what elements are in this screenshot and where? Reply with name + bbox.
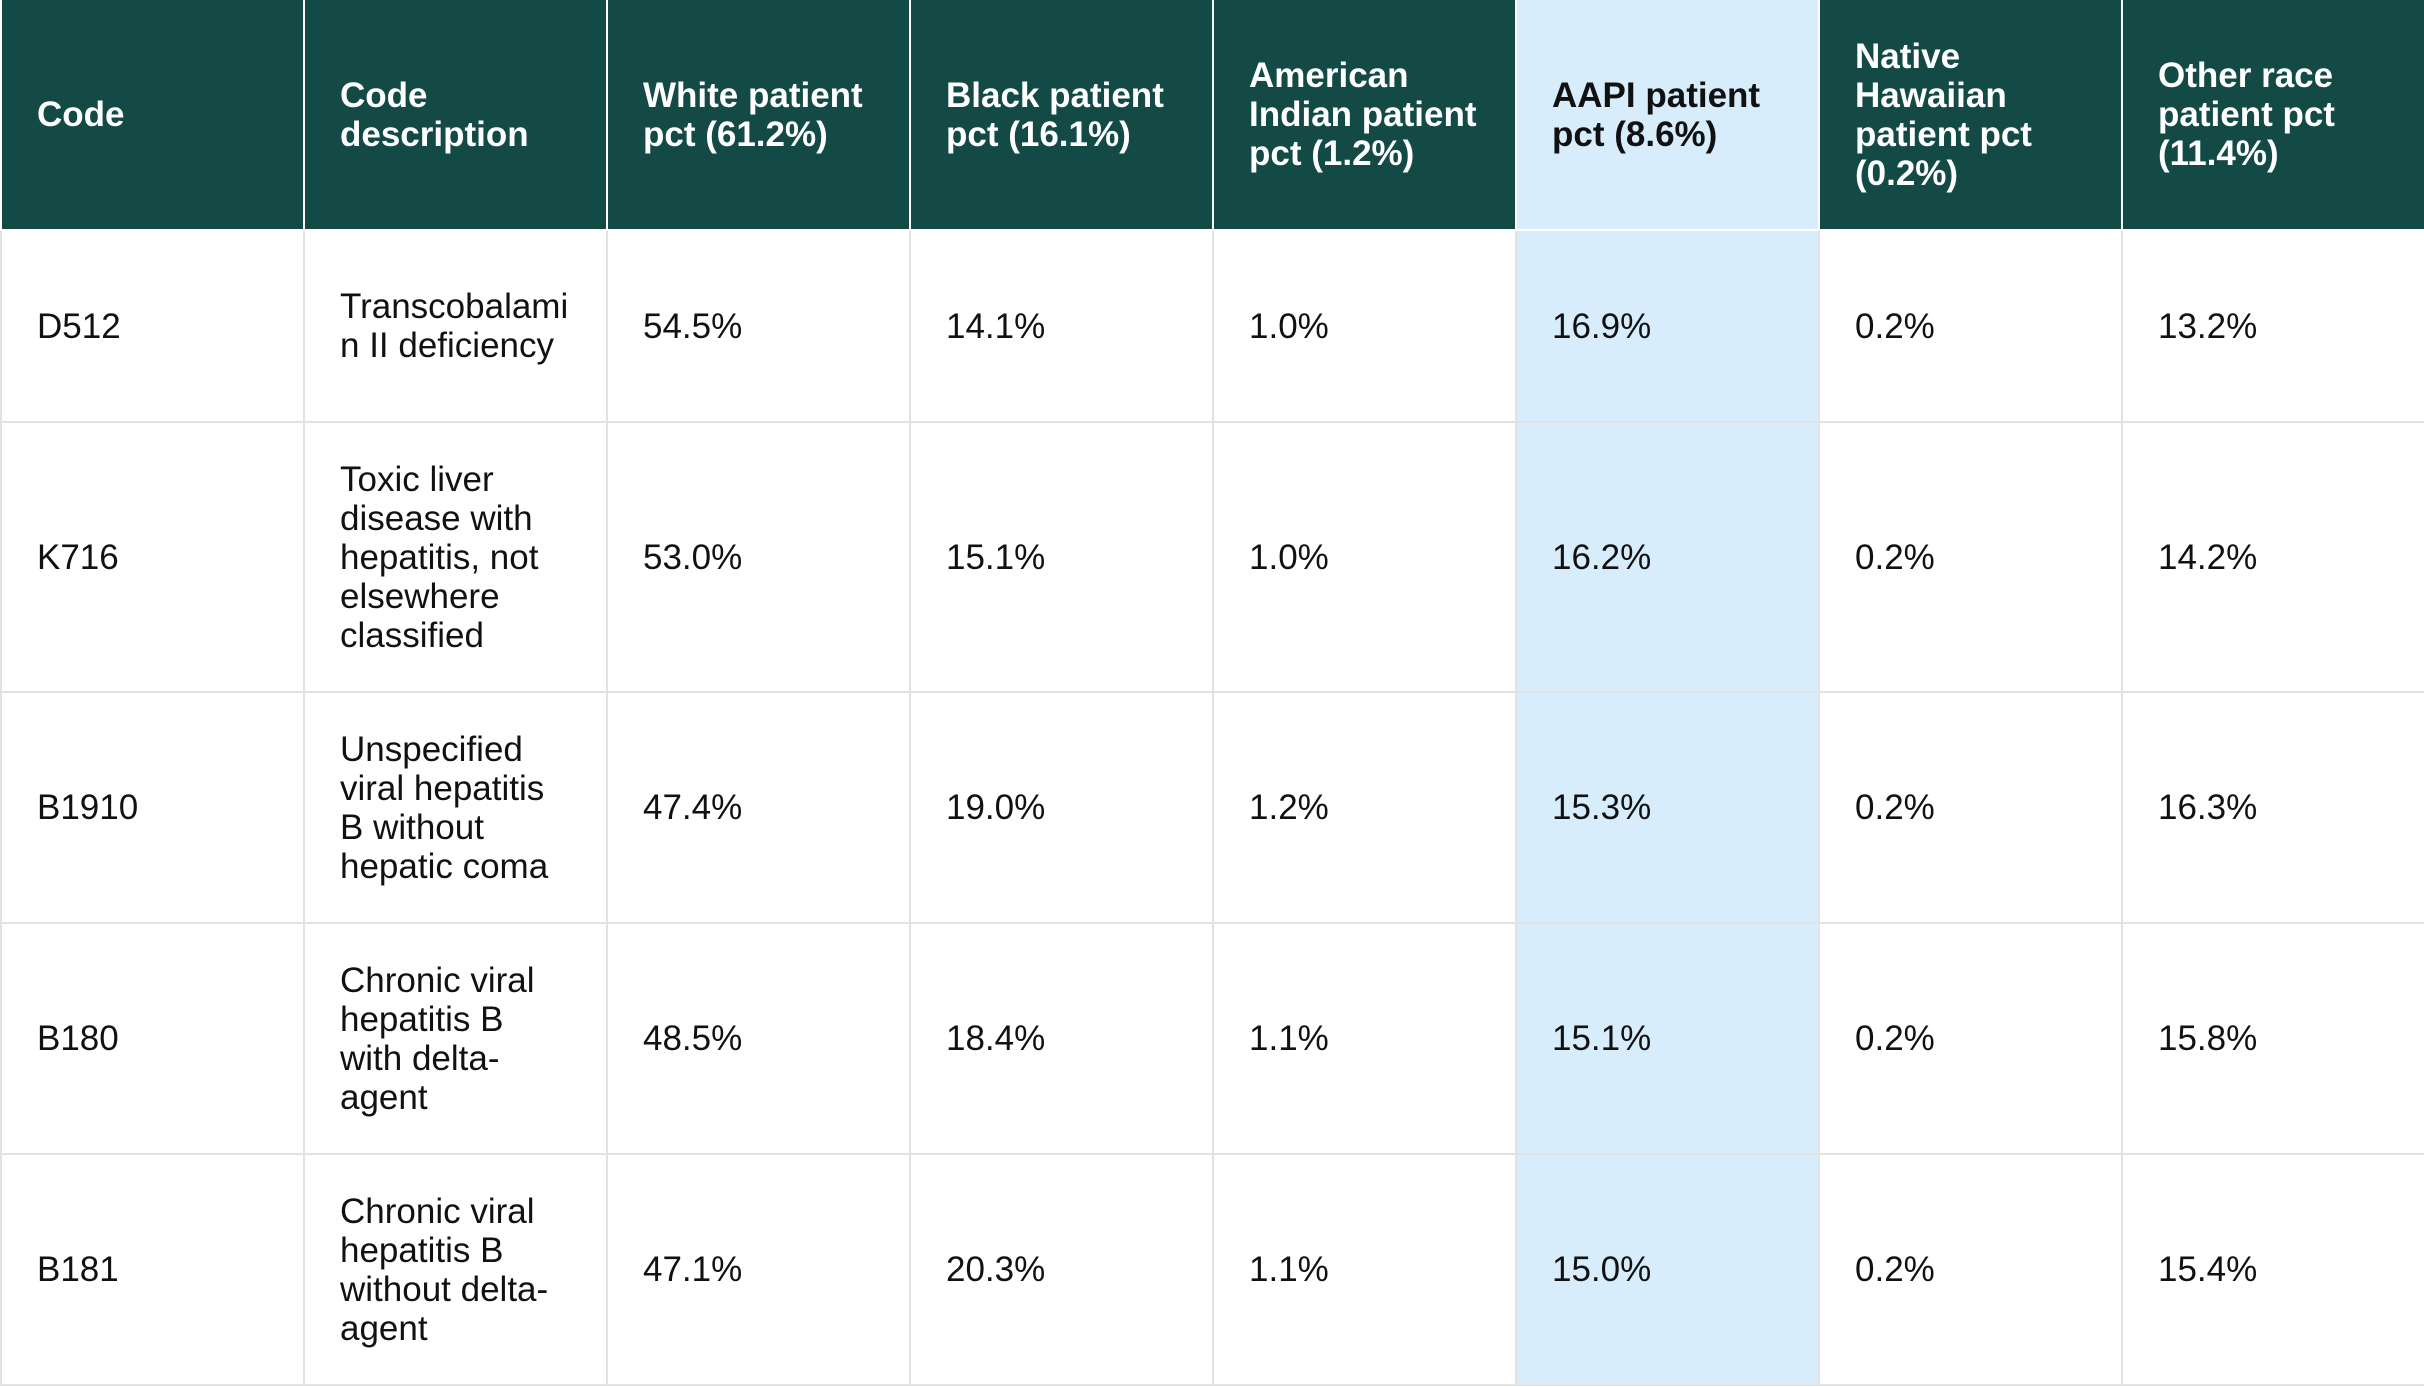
header-code-description: Code description	[303, 0, 608, 231]
header-white-pct: White patient pct (61.2%)	[606, 0, 911, 231]
header-other-race-pct: Other race patient pct (11.4%)	[2121, 0, 2424, 231]
header-native-hawaiian-pct: Native Hawaiian patient pct (0.2%)	[1818, 0, 2123, 231]
cell-other-race-pct: 15.4%	[2121, 1153, 2424, 1386]
cell-native-hawaiian-pct: 0.2%	[1818, 922, 2123, 1155]
cell-white-pct: 47.1%	[606, 1153, 911, 1386]
header-black-pct: Black patient pct (16.1%)	[909, 0, 1214, 231]
cell-aapi-pct: 16.2%	[1515, 421, 1820, 693]
cell-white-pct: 48.5%	[606, 922, 911, 1155]
cell-black-pct: 14.1%	[909, 229, 1214, 423]
table-header: Code Code description White patient pct …	[0, 0, 2424, 231]
cell-american-indian-pct: 1.1%	[1212, 1153, 1517, 1386]
cell-black-pct: 15.1%	[909, 421, 1214, 693]
cell-white-pct: 53.0%	[606, 421, 911, 693]
cell-white-pct: 47.4%	[606, 691, 911, 924]
cell-code-description: Toxic liver disease with hepatitis, not …	[303, 421, 608, 693]
table-row: D512 Transcobalamin II deficiency 54.5% …	[0, 229, 2424, 423]
cell-aapi-pct: 15.0%	[1515, 1153, 1820, 1386]
cell-american-indian-pct: 1.2%	[1212, 691, 1517, 924]
cell-code-description: Chronic viral hepatitis B without delta-…	[303, 1153, 608, 1386]
table-row: B1910 Unspecified viral hepatitis B with…	[0, 691, 2424, 924]
cell-black-pct: 19.0%	[909, 691, 1214, 924]
header-row: Code Code description White patient pct …	[0, 0, 2424, 231]
cell-aapi-pct: 15.3%	[1515, 691, 1820, 924]
table-body: D512 Transcobalamin II deficiency 54.5% …	[0, 229, 2424, 1386]
table-row: B180 Chronic viral hepatitis B with delt…	[0, 922, 2424, 1155]
cell-code: B181	[0, 1153, 305, 1386]
cell-american-indian-pct: 1.0%	[1212, 229, 1517, 423]
cell-other-race-pct: 13.2%	[2121, 229, 2424, 423]
cell-native-hawaiian-pct: 0.2%	[1818, 229, 2123, 423]
header-american-indian-pct: American Indian patient pct (1.2%)	[1212, 0, 1517, 231]
header-aapi-pct: AAPI patient pct (8.6%)	[1515, 0, 1820, 231]
cell-native-hawaiian-pct: 0.2%	[1818, 691, 2123, 924]
cell-black-pct: 20.3%	[909, 1153, 1214, 1386]
cell-code-description: Chronic viral hepatitis B with delta-age…	[303, 922, 608, 1155]
cell-code: B180	[0, 922, 305, 1155]
cell-american-indian-pct: 1.0%	[1212, 421, 1517, 693]
cell-aapi-pct: 15.1%	[1515, 922, 1820, 1155]
table-row: K716 Toxic liver disease with hepatitis,…	[0, 421, 2424, 693]
cell-black-pct: 18.4%	[909, 922, 1214, 1155]
cell-other-race-pct: 14.2%	[2121, 421, 2424, 693]
cell-american-indian-pct: 1.1%	[1212, 922, 1517, 1155]
cell-code: K716	[0, 421, 305, 693]
cell-other-race-pct: 15.8%	[2121, 922, 2424, 1155]
cell-code-description: Unspecified viral hepatitis B without he…	[303, 691, 608, 924]
cell-other-race-pct: 16.3%	[2121, 691, 2424, 924]
cell-code: D512	[0, 229, 305, 423]
table-row: B181 Chronic viral hepatitis B without d…	[0, 1153, 2424, 1386]
cell-aapi-pct: 16.9%	[1515, 229, 1820, 423]
cell-white-pct: 54.5%	[606, 229, 911, 423]
cell-code-description: Transcobalamin II deficiency	[303, 229, 608, 423]
cell-native-hawaiian-pct: 0.2%	[1818, 1153, 2123, 1386]
cell-code: B1910	[0, 691, 305, 924]
cell-native-hawaiian-pct: 0.2%	[1818, 421, 2123, 693]
header-code: Code	[0, 0, 305, 231]
